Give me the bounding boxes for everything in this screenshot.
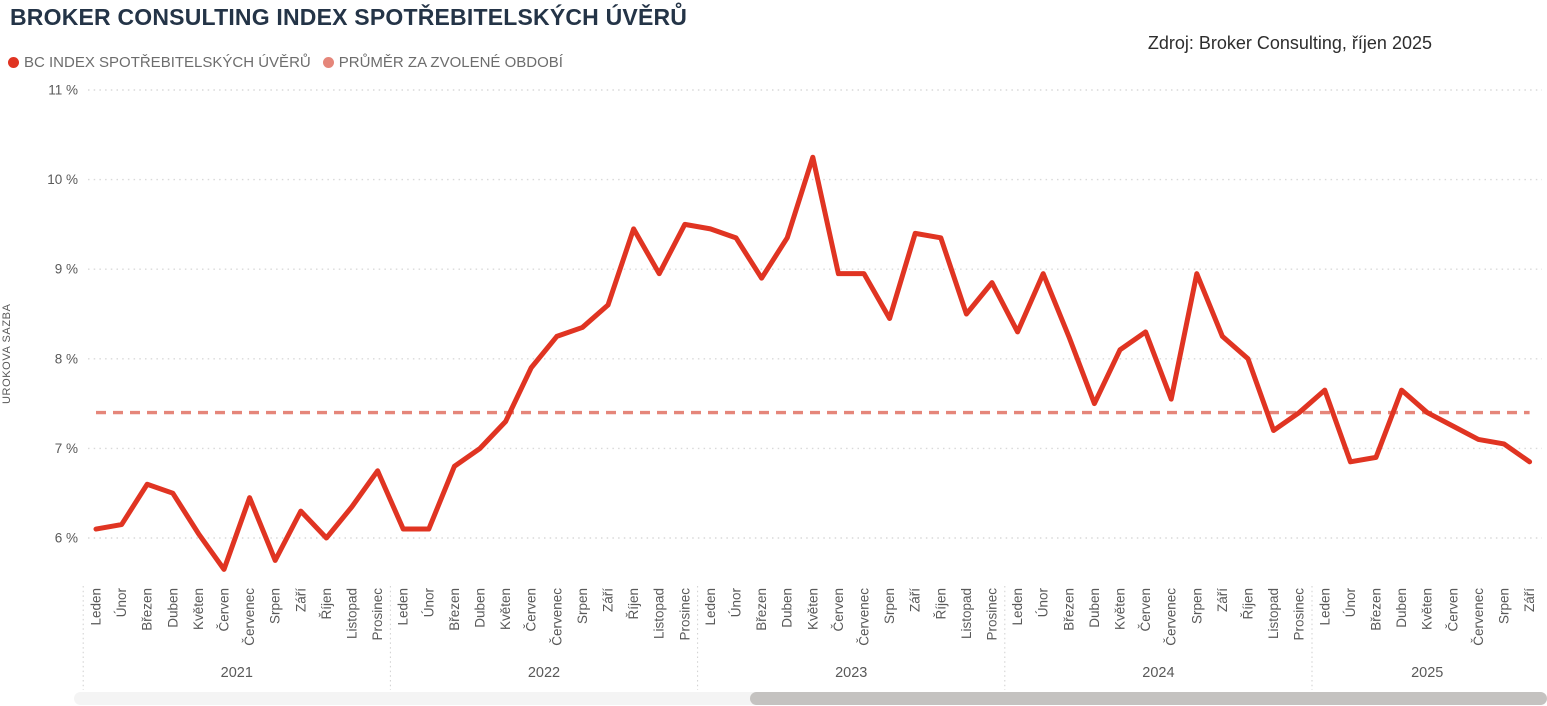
month-label: Leden <box>396 588 411 626</box>
year-label: 2021 <box>221 665 253 681</box>
chart-title: BROKER CONSULTING INDEX SPOTŘEBITELSKÝCH… <box>10 4 688 30</box>
month-label: Květen <box>805 588 820 630</box>
month-label: Březen <box>1369 588 1384 631</box>
month-label: Říjen <box>319 588 334 620</box>
year-label: 2023 <box>835 665 867 681</box>
month-label: Červenec <box>857 588 872 646</box>
month-label: Srpen <box>882 588 897 624</box>
month-label: Červen <box>831 588 846 632</box>
legend-item-label: PRŮMĚR ZA ZVOLENÉ OBDOBÍ <box>338 54 563 71</box>
month-label: Květen <box>1113 588 1128 630</box>
month-label: Duben <box>165 588 180 628</box>
month-label: Září <box>601 588 616 612</box>
month-label: Leden <box>89 588 104 626</box>
month-label: Červenec <box>549 588 564 646</box>
month-label: Leden <box>1317 588 1332 626</box>
month-label: Říjen <box>1241 588 1256 620</box>
y-tick-label: 6 % <box>55 531 78 546</box>
month-label: Srpen <box>1497 588 1512 624</box>
month-label: Listopad <box>345 588 360 639</box>
month-label: Listopad <box>652 588 667 639</box>
year-label: 2025 <box>1411 665 1443 681</box>
month-label: Červen <box>524 588 539 632</box>
legend: BC INDEX SPOTŘEBITELSKÝCH ÚVĚRŮ PRŮMĚR Z… <box>8 54 575 71</box>
legend-dot-icon <box>322 57 334 68</box>
month-label: Září <box>293 588 308 612</box>
y-tick-label: 11 % <box>48 83 78 98</box>
month-label: Srpen <box>575 588 590 624</box>
month-label: Únor <box>1036 588 1051 618</box>
legend-item-label: BC INDEX SPOTŘEBITELSKÝCH ÚVĚRŮ <box>24 54 311 71</box>
month-label: Říjen <box>933 588 948 620</box>
index-line[interactable] <box>93 154 1533 572</box>
horizontal-scrollbar-track[interactable] <box>74 692 1547 705</box>
month-label: Červen <box>1138 588 1153 632</box>
month-label: Prosinec <box>985 588 1000 641</box>
legend-dot-icon <box>8 57 19 68</box>
month-label: Červen <box>217 588 232 632</box>
month-label: Prosinec <box>677 588 692 641</box>
month-label: Březen <box>140 588 155 631</box>
month-label: Únor <box>114 588 129 618</box>
month-label: Únor <box>729 588 744 618</box>
y-tick-label: 9 % <box>55 262 78 277</box>
month-label: Září <box>1522 588 1537 612</box>
month-label: Červenec <box>1471 588 1486 646</box>
month-label: Květen <box>1420 588 1435 630</box>
month-label: Březen <box>447 588 462 631</box>
month-label: Duben <box>1394 588 1409 628</box>
legend-item-average[interactable]: PRŮMĚR ZA ZVOLENÉ OBDOBÍ <box>322 54 563 71</box>
month-label: Listopad <box>959 588 974 639</box>
month-label: Květen <box>191 588 206 630</box>
month-label: Únor <box>421 588 436 618</box>
month-label: Duben <box>473 588 488 628</box>
month-label: Srpen <box>268 588 283 624</box>
month-label: Duben <box>1087 588 1102 628</box>
month-label: Červenec <box>242 588 257 646</box>
month-label: Červenec <box>1164 588 1179 646</box>
month-label: Prosinec <box>1292 588 1307 641</box>
month-label: Květen <box>498 588 513 630</box>
y-tick-label: 8 % <box>55 351 78 366</box>
month-label: Červen <box>1445 588 1460 632</box>
month-label: Prosinec <box>370 588 385 641</box>
year-label: 2022 <box>528 665 560 681</box>
month-label: Duben <box>780 588 795 628</box>
month-label: Březen <box>1061 588 1076 631</box>
y-tick-label: 7 % <box>55 441 78 456</box>
month-label: Září <box>1215 588 1230 612</box>
year-label: 2024 <box>1142 665 1174 681</box>
month-label: Leden <box>1010 588 1025 626</box>
month-label: Březen <box>754 588 769 631</box>
month-label: Září <box>908 588 923 612</box>
month-label: Říjen <box>626 588 641 620</box>
y-tick-label: 10 % <box>47 172 78 187</box>
legend-item-bc-index[interactable]: BC INDEX SPOTŘEBITELSKÝCH ÚVĚRŮ <box>8 54 311 71</box>
month-label: Srpen <box>1189 588 1204 624</box>
month-label: Únor <box>1343 588 1358 618</box>
horizontal-scrollbar-thumb[interactable] <box>750 692 1547 705</box>
month-label: Listopad <box>1266 588 1281 639</box>
source-note: Zdroj: Broker Consulting, říjen 2025 <box>1147 33 1432 53</box>
month-label: Leden <box>703 588 718 626</box>
